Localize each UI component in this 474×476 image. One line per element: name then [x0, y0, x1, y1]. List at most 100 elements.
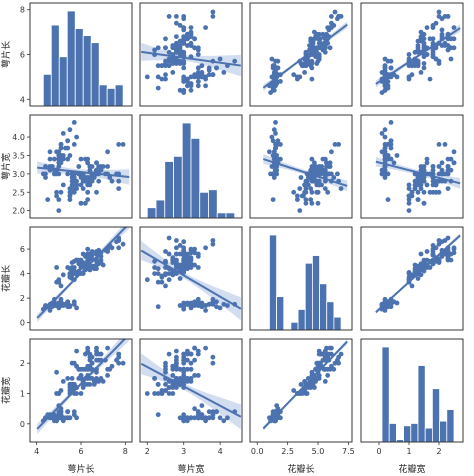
point-1-0-57: [54, 193, 59, 199]
point-3-1-109: [203, 345, 209, 351]
point-1-2-64: [298, 175, 304, 180]
point-2-1-116: [181, 252, 187, 258]
point-1-2-46: [274, 142, 280, 147]
point-1-0-113: [71, 189, 77, 195]
point-3-1-93: [155, 391, 161, 396]
point-2-3-122: [436, 238, 442, 243]
panel-3-2: 0.0 2.5 5.0 7.5: [249, 338, 355, 456]
hist-bar-0-5: [82, 35, 92, 107]
panel-frame-0-1: [139, 2, 243, 107]
point-0-1-117: [210, 14, 216, 19]
point-0-1-36: [199, 63, 205, 69]
point-0-1-130: [174, 20, 179, 26]
point-1-3-147: [436, 171, 442, 177]
point-3-0-59: [60, 379, 66, 384]
point-2-1-98: [163, 283, 168, 289]
point-1-0-14: [74, 134, 79, 140]
point-0-1-46: [210, 72, 216, 78]
point-3-1-37: [203, 418, 209, 424]
point-0-1-27: [199, 70, 205, 75]
point-3-1-44: [210, 409, 216, 415]
point-3-1-86: [185, 376, 190, 381]
point-2-0-146: [85, 258, 91, 264]
point-2-1-53: [155, 271, 161, 276]
point-3-2-133: [316, 376, 322, 381]
point-0-2-47: [271, 83, 277, 89]
point-1-2-39: [273, 156, 278, 162]
point-3-0-125: [105, 366, 110, 372]
point-1-3-99: [415, 178, 421, 184]
point-1-3-137: [430, 167, 436, 173]
point-1-2-133: [316, 178, 322, 184]
point-2-1-109: [203, 245, 209, 251]
point-1-2-93: [295, 197, 300, 203]
point-1-0-108: [94, 189, 99, 195]
point-1-2-81: [299, 193, 305, 199]
regression-line-2-0: [36, 227, 128, 319]
point-1-2-62: [303, 200, 309, 206]
point-3-1-85: [195, 373, 201, 378]
point-1-0-96: [71, 175, 77, 180]
point-1-2-107: [331, 175, 337, 180]
point-1-3-46: [382, 142, 388, 147]
point-1-2-144: [324, 160, 329, 166]
point-3-1-129: [181, 373, 187, 378]
point-3-1-67: [170, 391, 176, 396]
point-1-2-41: [270, 197, 276, 203]
point-2-1-24: [195, 296, 201, 302]
point-3-1-78: [177, 376, 183, 381]
point-0-1-59: [170, 70, 176, 75]
point-2-1-51: [188, 265, 194, 270]
point-3-2-147: [318, 360, 323, 366]
hist-bar-1-6: [199, 191, 209, 219]
point-1-2-22: [267, 149, 272, 155]
point-1-2-40: [270, 153, 276, 158]
hist-bar-1-2: [164, 161, 174, 219]
point-0-2-71: [303, 49, 309, 55]
hist-bar-1-0: [146, 207, 157, 219]
point-3-1-133: [174, 376, 179, 381]
point-1-2-149: [316, 171, 322, 177]
point-2-1-93: [155, 279, 161, 285]
ytick-label-1-4: 4.0: [12, 133, 25, 142]
point-0-2-98: [291, 72, 297, 78]
point-0-1-45: [181, 79, 187, 84]
point-1-2-129: [325, 171, 331, 177]
point-2-3-130: [433, 245, 439, 251]
point-0-3-135: [445, 14, 451, 19]
ytick-label-2-2: 4: [20, 270, 25, 279]
point-0-1-49: [192, 74, 198, 80]
point-1-0-83: [78, 182, 84, 188]
point-2-0-130: [109, 245, 115, 251]
point-1-0-18: [71, 142, 77, 147]
point-1-3-81: [406, 193, 412, 199]
point-0-3-114: [448, 56, 454, 62]
point-2-0-141: [98, 257, 104, 263]
point-2-1-5: [214, 299, 219, 305]
point-1-0-87: [85, 197, 91, 203]
point-2-1-117: [210, 238, 216, 243]
point-3-1-144: [192, 345, 198, 351]
point-1-2-34: [273, 167, 278, 173]
ylabel-2: 花瓣长: [0, 265, 12, 292]
point-1-0-95: [71, 171, 77, 177]
xtick-label-2-2: 5.0: [312, 447, 325, 456]
ytick-label-1-2: 3.0: [12, 170, 25, 179]
xtick-label-1-0: 2: [145, 447, 150, 456]
point-1-0-125: [105, 164, 110, 169]
point-1-0-22: [47, 149, 53, 155]
point-1-3-118: [445, 186, 451, 192]
point-3-2-106: [309, 369, 315, 375]
point-1-2-33: [271, 127, 277, 133]
point-1-0-46: [58, 142, 64, 147]
point-1-3-43: [394, 153, 400, 158]
panel-frame-2-1: [139, 226, 243, 331]
point-1-0-16: [65, 138, 71, 144]
point-1-2-47: [271, 164, 277, 169]
point-2-1-16: [214, 304, 219, 310]
point-1-0-8: [43, 175, 48, 180]
point-2-1-146: [163, 258, 168, 264]
point-1-2-135: [329, 171, 334, 177]
point-0-1-39: [195, 72, 201, 78]
